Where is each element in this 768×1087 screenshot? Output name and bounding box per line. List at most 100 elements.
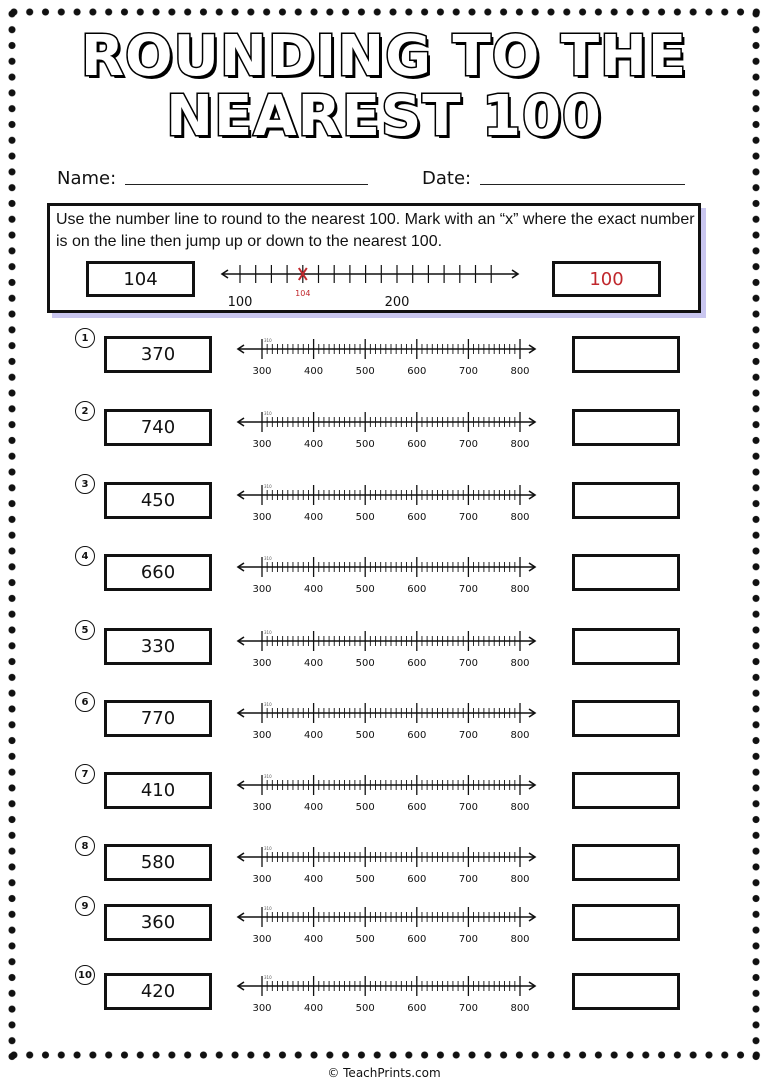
- tick-label: 700: [459, 730, 478, 741]
- arrow-right-icon: [528, 981, 537, 991]
- problem-number-badge: 10: [75, 965, 95, 985]
- number-line[interactable]: 310 300 400 500 600 700 800: [235, 700, 540, 744]
- problem-number-badge: 1: [75, 328, 95, 348]
- arrow-right-icon: [528, 344, 537, 354]
- problem-number-badge: 8: [75, 836, 95, 856]
- small-tick-label: 310: [264, 630, 272, 635]
- problem-number-badge: 6: [75, 692, 95, 712]
- tick-label: 400: [304, 512, 323, 523]
- answer-box[interactable]: [572, 904, 680, 941]
- problem-index: 7: [81, 768, 89, 780]
- border-dots-left: [7, 6, 17, 1062]
- number-line[interactable]: 310 300 400 500 600 700 800: [235, 772, 540, 816]
- border-dots-bottom: [6, 1050, 762, 1060]
- tick-label: 300: [252, 366, 271, 377]
- small-tick-label: 310: [264, 975, 272, 980]
- problem-number-badge: 7: [75, 764, 95, 784]
- tick-label: 100: [228, 295, 253, 310]
- tick-label: 600: [407, 512, 426, 523]
- tick-label: 500: [356, 658, 375, 669]
- example-number-box: 104: [86, 261, 195, 297]
- answer-box[interactable]: [572, 700, 680, 737]
- tick-label: 400: [304, 934, 323, 945]
- tick-label: 400: [304, 730, 323, 741]
- arrow-right-icon: [528, 780, 537, 790]
- arrow-right-icon: [528, 490, 537, 500]
- tick-label: 500: [356, 1003, 375, 1014]
- small-tick-label: 310: [264, 411, 272, 416]
- arrow-left-icon: [236, 490, 245, 500]
- problem-number: 360: [140, 912, 176, 933]
- tick-label: 700: [459, 934, 478, 945]
- tick-label: 600: [407, 584, 426, 595]
- answer-box[interactable]: [572, 482, 680, 519]
- problem-number: 770: [140, 708, 176, 729]
- problem-number-badge: 5: [75, 620, 95, 640]
- arrow-right-icon: [528, 852, 537, 862]
- number-line[interactable]: 310 300 400 500 600 700 800: [235, 628, 540, 672]
- arrow-left-icon: [236, 344, 245, 354]
- tick-label: 500: [356, 584, 375, 595]
- tick-label: 400: [304, 874, 323, 885]
- small-tick-label: 310: [264, 556, 272, 561]
- problem-number-box: 360: [104, 904, 212, 941]
- tick-label: 300: [252, 439, 271, 450]
- number-line[interactable]: 310 300 400 500 600 700 800: [235, 554, 540, 598]
- problem-number: 450: [140, 490, 176, 511]
- small-tick-label: 310: [264, 774, 272, 779]
- number-line[interactable]: 310 300 400 500 600 700 800: [235, 482, 540, 526]
- example-answer-box: 100: [552, 261, 661, 297]
- tick-label: 500: [356, 802, 375, 813]
- page-title-line2: NEAREST 100: [165, 84, 603, 149]
- tick-label: 700: [459, 512, 478, 523]
- name-field[interactable]: [125, 184, 368, 185]
- number-line[interactable]: 310 300 400 500 600 700 800: [235, 973, 540, 1017]
- tick-label: 400: [304, 366, 323, 377]
- tick-label: 600: [407, 934, 426, 945]
- date-label: Date:: [422, 168, 472, 189]
- arrow-left-icon: [236, 636, 245, 646]
- small-tick-label: 310: [264, 906, 272, 911]
- arrow-left-icon: [236, 562, 245, 572]
- answer-box[interactable]: [572, 844, 680, 881]
- small-tick-label: 310: [264, 702, 272, 707]
- tick-label: 300: [252, 730, 271, 741]
- date-field[interactable]: [480, 184, 685, 185]
- answer-box[interactable]: [572, 336, 680, 373]
- number-line[interactable]: 310 300 400 500 600 700 800: [235, 904, 540, 948]
- number-line[interactable]: 310 300 400 500 600 700 800: [235, 336, 540, 380]
- problem-index: 5: [81, 624, 89, 636]
- page-title-line1: ROUNDING TO THE: [79, 24, 688, 89]
- tick-label: 800: [510, 802, 529, 813]
- answer-box[interactable]: [572, 409, 680, 446]
- number-line[interactable]: 310 300 400 500 600 700 800: [235, 409, 540, 453]
- problem-number-badge: 3: [75, 474, 95, 494]
- problem-number-box: 660: [104, 554, 212, 591]
- answer-box[interactable]: [572, 554, 680, 591]
- problem-number-badge: 9: [75, 896, 95, 916]
- tick-label: 600: [407, 730, 426, 741]
- number-line[interactable]: 310 300 400 500 600 700 800: [235, 844, 540, 888]
- tick-label: 800: [510, 439, 529, 450]
- tick-label: 600: [407, 366, 426, 377]
- tick-label: 800: [510, 512, 529, 523]
- problem-number: 330: [140, 636, 176, 657]
- answer-box[interactable]: [572, 772, 680, 809]
- answer-box[interactable]: [572, 628, 680, 665]
- tick-label: 700: [459, 439, 478, 450]
- border-dots-right: [751, 6, 761, 1062]
- tick-label: 700: [459, 366, 478, 377]
- tick-label: 300: [252, 658, 271, 669]
- problem-index: 3: [81, 478, 89, 490]
- problem-index: 9: [81, 900, 89, 912]
- tick-label: 500: [356, 934, 375, 945]
- problem-index: 4: [81, 550, 89, 562]
- tick-label: 300: [252, 802, 271, 813]
- arrow-left-icon: [236, 708, 245, 718]
- answer-box[interactable]: [572, 973, 680, 1010]
- tick-label: 600: [407, 658, 426, 669]
- tick-label: 800: [510, 1003, 529, 1014]
- arrow-right-icon: [528, 562, 537, 572]
- arrow-left-icon: [236, 852, 245, 862]
- problem-number-box: 770: [104, 700, 212, 737]
